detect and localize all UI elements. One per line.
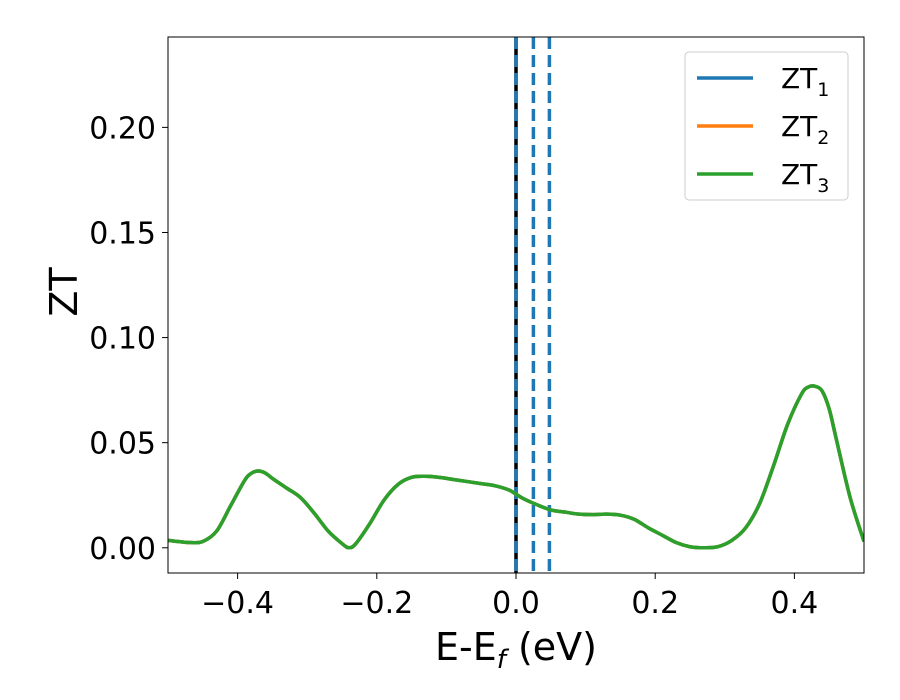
legend-label-ZT2: ZT2 bbox=[781, 110, 829, 149]
x-tick-label: −0.4 bbox=[201, 586, 274, 621]
legend-label-name: ZT bbox=[781, 110, 818, 143]
y-tick-label: 0.05 bbox=[89, 427, 156, 462]
y-tick-label: 0.20 bbox=[89, 111, 156, 146]
x-axis: −0.4 −0.2 0.0 0.2 0.4 bbox=[201, 573, 818, 621]
legend-label-ZT3: ZT3 bbox=[781, 158, 829, 197]
x-tick-label: −0.2 bbox=[340, 586, 413, 621]
series-lines bbox=[168, 384, 864, 550]
y-tick-label: 0.15 bbox=[89, 216, 156, 251]
x-tick-label: 0.2 bbox=[631, 586, 679, 621]
x-axis-label-main: E-E bbox=[435, 625, 497, 669]
x-axis-label-unit: (eV) bbox=[506, 625, 597, 669]
legend-label-sub: 1 bbox=[817, 79, 829, 101]
series-line-ZT3 bbox=[168, 384, 864, 550]
legend-label-sub: 3 bbox=[817, 175, 829, 197]
legend-label-sub: 2 bbox=[817, 127, 829, 149]
x-tick-label: 0.0 bbox=[492, 586, 540, 621]
y-tick-label: 0.00 bbox=[89, 532, 156, 567]
vertical-markers bbox=[514, 37, 552, 573]
x-axis-label: E-Ef (eV) bbox=[435, 625, 597, 675]
y-axis: 0.00 0.05 0.10 0.15 0.20 bbox=[89, 111, 168, 567]
legend-label-ZT1: ZT1 bbox=[781, 62, 829, 101]
x-tick-label: 0.4 bbox=[771, 586, 819, 621]
legend-label-name: ZT bbox=[781, 62, 818, 95]
legend-box bbox=[684, 51, 849, 201]
y-tick-label: 0.10 bbox=[89, 322, 156, 357]
legend-label-name: ZT bbox=[781, 158, 818, 191]
y-axis-label: ZT bbox=[42, 267, 86, 317]
